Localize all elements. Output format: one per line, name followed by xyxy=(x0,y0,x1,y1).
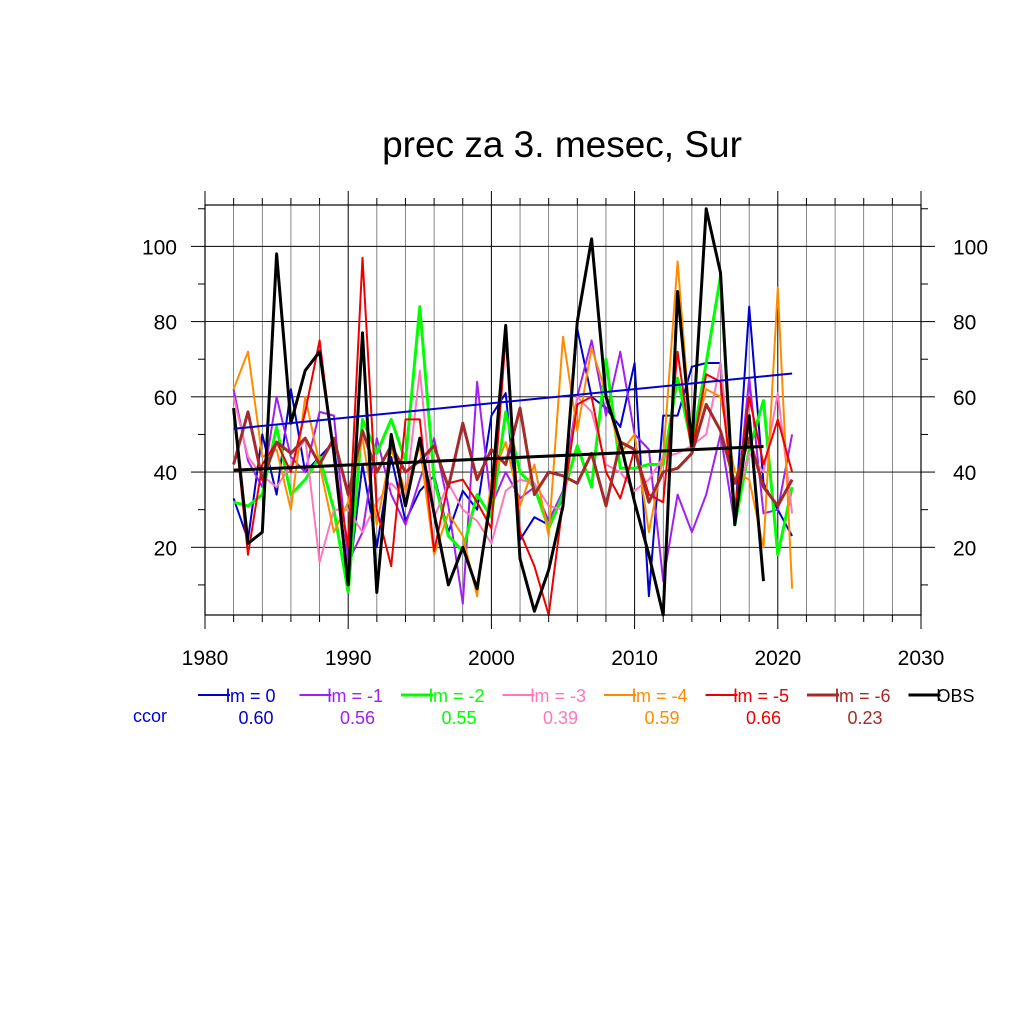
y-tick-label-left: 40 xyxy=(154,462,177,485)
x-tick-label: 2020 xyxy=(754,647,801,670)
plot-frame xyxy=(204,204,922,616)
legend-label: lm = 0 xyxy=(226,686,276,706)
x-tick-label: 2010 xyxy=(611,647,658,670)
legend-ccor-value: 0.23 xyxy=(847,708,882,728)
y-tick-label-right: 40 xyxy=(953,462,976,485)
legend-ccor-value: 0.59 xyxy=(644,708,679,728)
series-lines xyxy=(232,207,794,617)
trend-line-obs xyxy=(233,444,764,472)
trend-lines xyxy=(233,372,793,472)
legend-label: lm = -6 xyxy=(835,686,891,706)
legend-ccor-value: 0.56 xyxy=(340,708,375,728)
grid xyxy=(205,205,921,615)
legend-label: lm = -4 xyxy=(632,686,688,706)
legend-label: lm = -3 xyxy=(531,686,587,706)
y-tick-label-right: 80 xyxy=(953,312,976,335)
legend-ccor-value: 0.60 xyxy=(238,708,273,728)
legend-ccor-value: 0.55 xyxy=(441,708,476,728)
x-tick-label: 1980 xyxy=(182,647,229,670)
y-tick-label-right: 20 xyxy=(953,537,976,560)
legend-ccor-value: 0.39 xyxy=(543,708,578,728)
series-line-lm-3 xyxy=(232,362,794,564)
y-tick-label-left: 20 xyxy=(154,537,177,560)
x-tick-label: 2030 xyxy=(898,647,945,670)
series-line-obs xyxy=(232,207,765,617)
y-tick-label-left: 80 xyxy=(154,312,177,335)
legend-label: lm = -1 xyxy=(328,686,384,706)
chart-title: prec za 3. mesec, Sur xyxy=(382,124,742,165)
y-tick-label-left: 100 xyxy=(142,236,177,259)
x-tick-label: 2000 xyxy=(468,647,515,670)
y-tick-label-right: 60 xyxy=(953,387,976,410)
trend-line-lm0 xyxy=(233,372,793,430)
y-tick-label-left: 60 xyxy=(154,387,177,410)
legend-label: lm = -5 xyxy=(734,686,790,706)
ccor-label: ccor xyxy=(133,706,167,726)
x-tick-label: 1990 xyxy=(325,647,372,670)
legend-label: OBS xyxy=(937,686,975,706)
legend-label: lm = -2 xyxy=(429,686,485,706)
y-tick-label-right: 100 xyxy=(953,236,988,259)
legend-ccor-value: 0.66 xyxy=(746,708,781,728)
